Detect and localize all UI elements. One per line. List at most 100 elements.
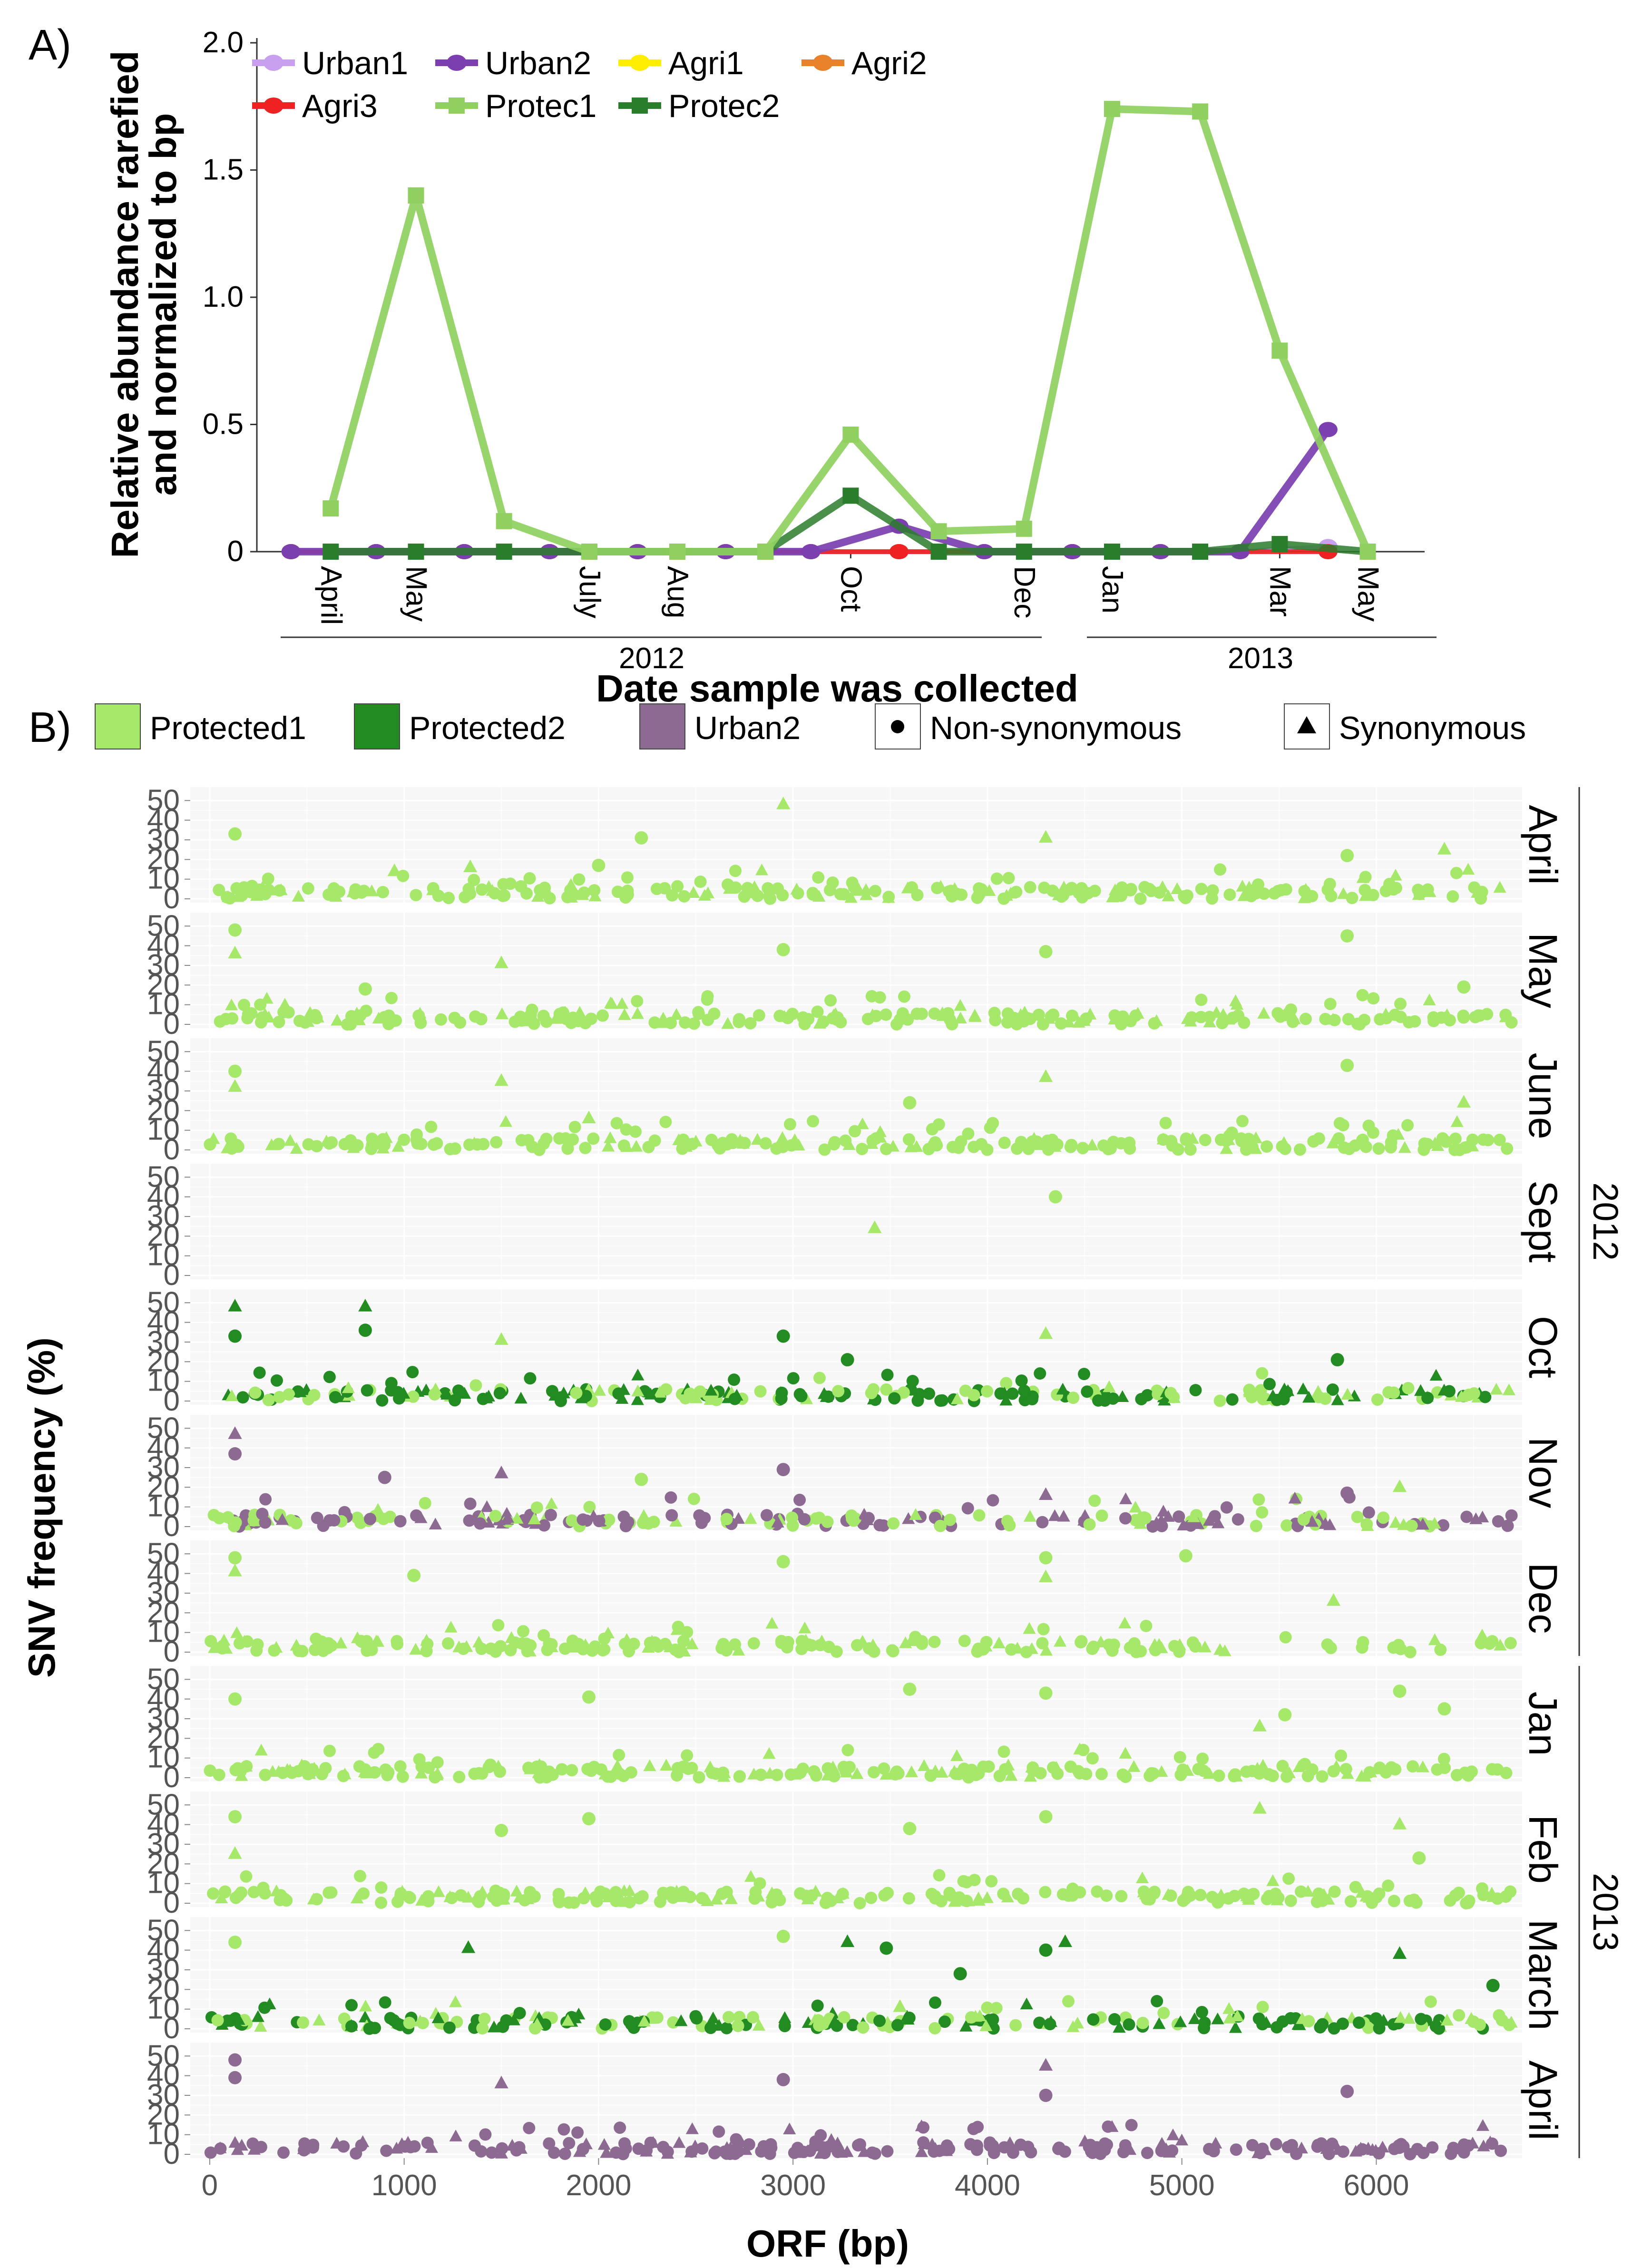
snv-point-non-synonymous bbox=[968, 1389, 980, 1402]
snv-point-non-synonymous bbox=[832, 1385, 845, 1398]
snv-point-non-synonymous bbox=[784, 1768, 797, 1781]
snv-point-synonymous bbox=[1476, 2119, 1489, 2131]
snv-point-non-synonymous bbox=[368, 1766, 381, 1779]
legend-marker bbox=[447, 55, 467, 71]
snv-point-synonymous bbox=[215, 1891, 228, 1904]
facet-y-tick-label: 20 bbox=[147, 843, 180, 876]
snv-point-non-synonymous bbox=[846, 2019, 859, 2032]
snv-point-non-synonymous bbox=[942, 1007, 955, 1020]
snv-point-non-synonymous bbox=[786, 1511, 799, 1524]
snv-point-non-synonymous bbox=[1006, 1387, 1019, 1400]
snv-point-non-synonymous bbox=[696, 2142, 709, 2155]
snv-point-synonymous bbox=[251, 2010, 264, 2022]
snv-point-non-synonymous bbox=[228, 2053, 242, 2067]
snv-point-non-synonymous bbox=[204, 2146, 217, 2159]
snv-point-non-synonymous bbox=[310, 1893, 323, 1906]
snv-point-non-synonymous bbox=[891, 2019, 904, 2032]
snv-point-non-synonymous bbox=[1199, 1134, 1212, 1147]
snv-point-synonymous bbox=[430, 1768, 444, 1781]
snv-point-synonymous bbox=[1106, 890, 1119, 903]
snv-point-synonymous bbox=[788, 1133, 801, 1145]
snv-point-synonymous bbox=[275, 1513, 289, 1525]
facet-y-tick-label: 0 bbox=[164, 1384, 180, 1417]
snv-point-synonymous bbox=[858, 1508, 871, 1520]
snv-point-non-synonymous bbox=[350, 2147, 362, 2160]
facet-y-tick-label: 50 bbox=[147, 1663, 180, 1695]
snv-point-synonymous bbox=[642, 1641, 655, 1653]
snv-point-non-synonymous bbox=[211, 2014, 224, 2027]
snv-point-synonymous bbox=[1209, 2137, 1222, 2149]
snv-point-synonymous bbox=[254, 2020, 267, 2032]
snv-point-non-synonymous bbox=[1015, 1374, 1028, 1387]
facet-y-tick-label: 20 bbox=[147, 1094, 180, 1127]
snv-point-non-synonymous bbox=[985, 1875, 998, 1888]
panel-a-y-tick-label: 0 bbox=[227, 535, 244, 568]
snv-point-synonymous bbox=[351, 1891, 364, 1904]
snv-point-synonymous bbox=[1173, 2015, 1187, 2027]
snv-point-synonymous bbox=[631, 1393, 644, 1405]
snv-point-non-synonymous bbox=[1250, 1519, 1262, 1532]
snv-point-non-synonymous bbox=[240, 1870, 253, 1883]
snv-point-non-synonymous bbox=[631, 995, 644, 1008]
snv-point-non-synonymous bbox=[1280, 1386, 1293, 1399]
panel-a-axes: 0 0.5 1.0 1.5 2.0 April May July Aug Oct Dec Jan Mar… bbox=[203, 26, 1437, 675]
snv-point-non-synonymous bbox=[1392, 2139, 1405, 2152]
snv-point-non-synonymous bbox=[610, 2146, 623, 2159]
snv-point-non-synonymous bbox=[1415, 2013, 1427, 2025]
snv-point-non-synonymous bbox=[1444, 1894, 1456, 1907]
snv-point-synonymous bbox=[1119, 1492, 1133, 1504]
x-tick-label: 5000 bbox=[1149, 2169, 1215, 2202]
snv-point-non-synonymous bbox=[1196, 1752, 1209, 1765]
panel-b-x-axis-title: ORF (bp) bbox=[746, 2222, 909, 2265]
snv-point-synonymous bbox=[1171, 882, 1184, 894]
snv-point-non-synonymous bbox=[873, 2015, 886, 2027]
snv-point-synonymous bbox=[1086, 2145, 1100, 2157]
snv-point-non-synonymous bbox=[443, 2021, 456, 2034]
facet-points bbox=[207, 1426, 1518, 1533]
snv-point-non-synonymous bbox=[632, 2142, 645, 2155]
snv-point-synonymous bbox=[432, 1885, 445, 1897]
snv-point-non-synonymous bbox=[1369, 2012, 1382, 2025]
snv-point-non-synonymous bbox=[356, 1635, 369, 1648]
snv-point-synonymous bbox=[747, 1767, 761, 1780]
snv-point-non-synonymous bbox=[478, 2013, 491, 2025]
snv-point-non-synonymous bbox=[464, 1497, 477, 1510]
snv-point-non-synonymous bbox=[385, 1377, 398, 1390]
snv-point-synonymous bbox=[718, 1766, 731, 1779]
snv-point-non-synonymous bbox=[981, 2001, 994, 2014]
snv-point-non-synonymous bbox=[229, 1516, 242, 1529]
snv-point-synonymous bbox=[1257, 1007, 1271, 1019]
snv-point-non-synonymous bbox=[1467, 1387, 1480, 1400]
snv-point-synonymous bbox=[494, 1073, 508, 1086]
snv-point-synonymous bbox=[507, 2013, 520, 2025]
snv-point-non-synonymous bbox=[975, 883, 988, 896]
snv-point-synonymous bbox=[1118, 1616, 1132, 1629]
snv-point-non-synonymous bbox=[365, 1142, 378, 1155]
snv-point-non-synonymous bbox=[1340, 1486, 1354, 1500]
snv-point-synonymous bbox=[387, 863, 401, 876]
snv-point-synonymous bbox=[904, 1140, 918, 1152]
snv-point-non-synonymous bbox=[1327, 1765, 1340, 1778]
snv-point-non-synonymous bbox=[730, 2133, 743, 2146]
snv-point-non-synonymous bbox=[308, 1389, 321, 1402]
snv-point-non-synonymous bbox=[1448, 1143, 1461, 1156]
facet-points bbox=[204, 1682, 1513, 1784]
snv-point-non-synonymous bbox=[262, 884, 275, 896]
series-protec1 bbox=[323, 101, 1376, 560]
snv-point-synonymous bbox=[831, 2136, 844, 2149]
snv-point-non-synonymous bbox=[868, 1645, 880, 1658]
snv-point-synonymous bbox=[1389, 1516, 1402, 1528]
facet-y-tick-label: 20 bbox=[147, 1596, 180, 1629]
panel-b-letter: B) bbox=[29, 704, 71, 751]
snv-point-non-synonymous bbox=[410, 1128, 423, 1141]
facet-label: Oct bbox=[1521, 1316, 1565, 1378]
snv-point-synonymous bbox=[358, 1299, 372, 1312]
snv-point-synonymous bbox=[1023, 1622, 1036, 1634]
snv-point-non-synonymous bbox=[828, 1138, 841, 1151]
snv-point-non-synonymous bbox=[1025, 2146, 1037, 2159]
snv-point-non-synonymous bbox=[1039, 1886, 1052, 1898]
snv-point-synonymous bbox=[730, 1389, 743, 1401]
facet-points bbox=[207, 1801, 1517, 1909]
